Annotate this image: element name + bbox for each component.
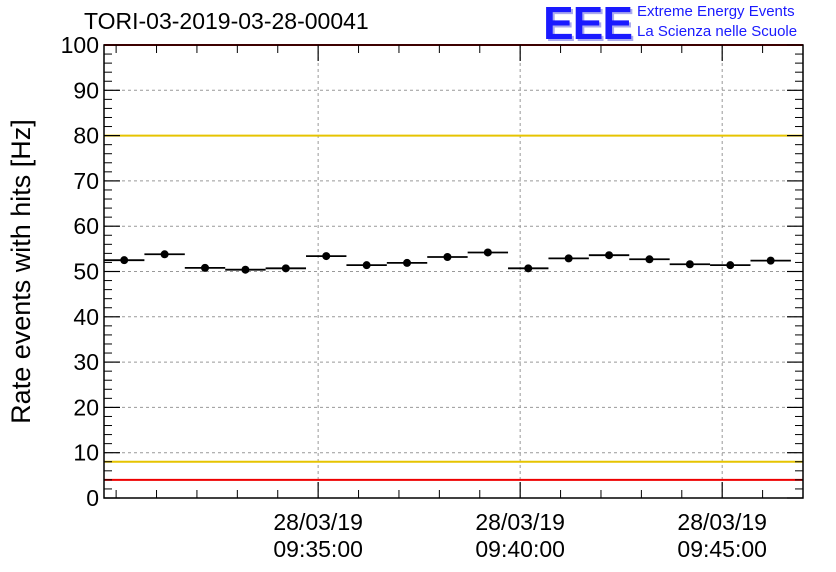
data-point — [726, 261, 735, 270]
chart-title: TORI-03-2019-03-28-00041 — [84, 8, 369, 34]
x-tick-label-date: 28/03/19 — [475, 509, 565, 535]
data-points — [104, 248, 791, 274]
y-tick-label: 10 — [73, 440, 99, 466]
y-tick-label: 70 — [73, 168, 99, 194]
y-tick-label: 0 — [86, 485, 99, 511]
y-tick-label: 100 — [61, 32, 99, 58]
data-point — [605, 251, 614, 260]
y-axis: 0 10 20 30 40 50 60 70 80 90 100 — [61, 32, 803, 511]
x-axis: 28/03/1909:35:0028/03/1909:40:0028/03/19… — [115, 45, 804, 562]
y-tick-label: 30 — [73, 349, 99, 375]
y-tick-label: 20 — [73, 394, 99, 420]
reference-lines — [104, 44, 803, 481]
data-point — [443, 253, 452, 262]
y-tick-label: 80 — [73, 123, 99, 149]
y-tick-label: 60 — [73, 213, 99, 239]
grid-lines — [104, 45, 803, 498]
data-point — [120, 256, 129, 265]
data-point — [201, 263, 210, 272]
x-tick-label-time: 09:40:00 — [475, 536, 565, 562]
data-point — [564, 254, 573, 263]
logo-line-2: La Scienza nelle Scuole — [637, 23, 798, 40]
data-point — [241, 265, 250, 274]
x-tick-label-time: 09:35:00 — [273, 536, 363, 562]
eee-logo: EEE — [543, 0, 633, 49]
data-point — [645, 255, 654, 264]
data-point — [766, 256, 775, 265]
x-tick-label-date: 28/03/19 — [273, 509, 363, 535]
y-axis-label: Rate events with hits [Hz] — [6, 119, 36, 424]
logo-caption: Extreme Energy Events La Scienza nelle S… — [637, 2, 797, 42]
data-point — [524, 264, 533, 273]
logo-line-1: Extreme Energy Events — [637, 3, 795, 20]
y-tick-label: 40 — [73, 304, 99, 330]
y-tick-label: 90 — [73, 77, 99, 103]
data-point — [403, 258, 412, 267]
x-tick-label-date: 28/03/19 — [677, 509, 767, 535]
data-point — [322, 252, 331, 261]
x-tick-label-time: 09:45:00 — [677, 536, 767, 562]
data-point — [483, 248, 492, 257]
data-point — [160, 250, 169, 259]
data-point — [685, 260, 694, 269]
y-tick-label: 50 — [73, 259, 99, 285]
data-point — [362, 261, 371, 270]
data-point — [281, 264, 290, 273]
